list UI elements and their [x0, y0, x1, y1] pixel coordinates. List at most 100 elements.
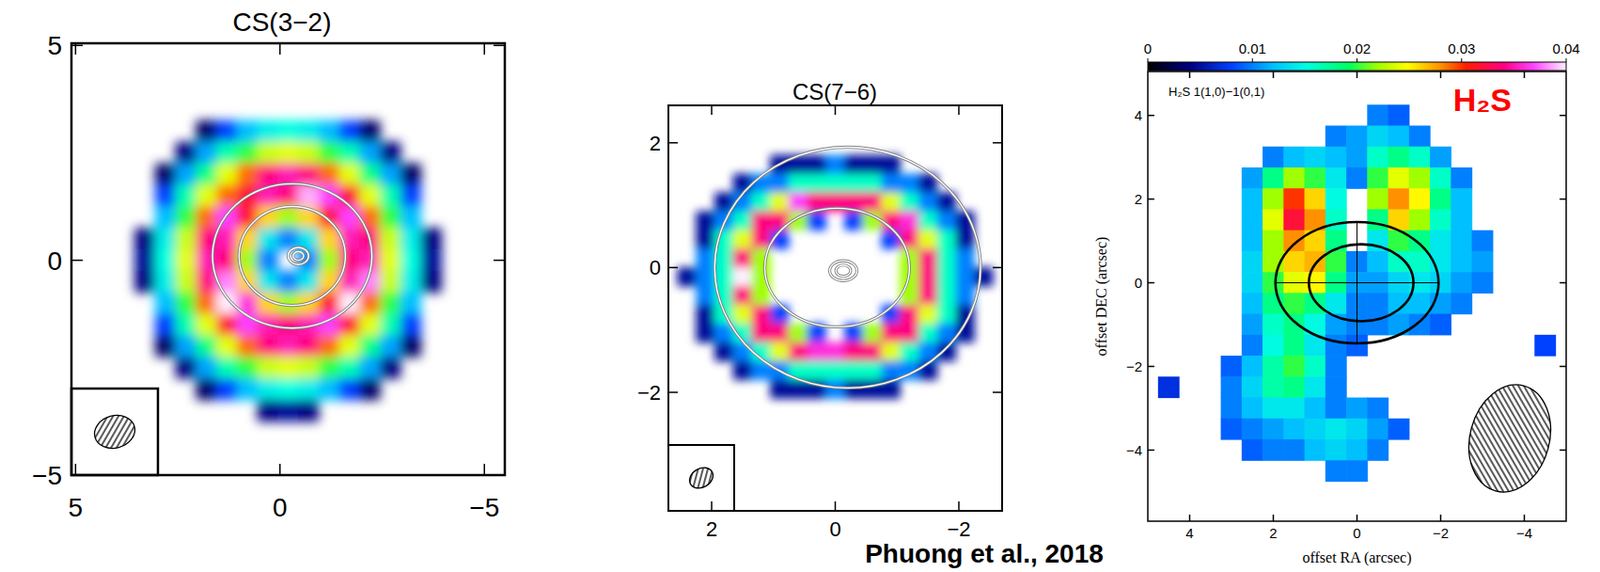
cell [1450, 167, 1473, 189]
cell [216, 184, 237, 206]
y-tick [1147, 114, 1155, 117]
cell [918, 285, 938, 305]
cell [733, 285, 753, 305]
cell [1325, 146, 1348, 169]
cell [236, 377, 258, 400]
cell [400, 313, 422, 335]
cell [1366, 397, 1389, 420]
cell [339, 184, 361, 206]
cell [379, 334, 401, 357]
cell [257, 270, 279, 293]
cell [1241, 271, 1264, 294]
cell [277, 120, 299, 142]
cell [277, 377, 299, 400]
cell [1366, 439, 1389, 461]
cell [1325, 439, 1348, 461]
cell [807, 360, 827, 380]
cell [379, 227, 401, 250]
colorbar-tick [1566, 58, 1568, 63]
cell [1241, 250, 1264, 273]
cell [1409, 146, 1431, 169]
cell [1450, 250, 1473, 273]
y-tick [493, 473, 505, 476]
plot-area [134, 120, 442, 422]
cell [318, 227, 340, 250]
ellipses [1275, 221, 1440, 344]
x-tick-label: 2 [705, 517, 718, 541]
cell [1346, 459, 1368, 482]
cell [195, 184, 217, 206]
cell [1346, 125, 1368, 148]
cell [318, 120, 340, 142]
cell [175, 313, 197, 335]
cell [881, 323, 901, 343]
cell [1325, 125, 1348, 148]
cell [825, 360, 845, 380]
cell [733, 248, 753, 267]
cell [1241, 188, 1264, 210]
cell [769, 210, 789, 230]
x-tick [75, 463, 78, 475]
x-tick-label: 5 [68, 492, 84, 522]
cell [277, 205, 299, 228]
cell [1241, 167, 1264, 189]
cell [277, 399, 299, 422]
x-tick [834, 501, 837, 511]
cell [175, 163, 197, 186]
cell [1283, 334, 1305, 357]
y-tick-label: 0 [1134, 274, 1143, 291]
cell [257, 334, 279, 357]
frame [71, 43, 505, 475]
ellipse [765, 207, 910, 327]
cell [339, 249, 361, 271]
x-tick [834, 105, 837, 115]
y-tick [668, 391, 678, 393]
cell [1366, 188, 1389, 210]
ellipse [1275, 221, 1440, 344]
cell [216, 141, 237, 164]
x-tick [957, 105, 960, 115]
cell [1388, 188, 1411, 210]
beam [686, 463, 718, 492]
cell [1241, 292, 1264, 314]
plot-bg [71, 43, 505, 475]
cell [1429, 188, 1452, 210]
y-tick-label: 2 [649, 131, 661, 156]
cell [400, 292, 422, 314]
cell [195, 313, 217, 335]
cell [769, 304, 789, 324]
cell [937, 342, 957, 361]
cell [216, 163, 237, 186]
cell [1388, 418, 1411, 440]
y-tick [1147, 365, 1155, 368]
cell [1366, 125, 1389, 148]
cell [1450, 271, 1473, 294]
cell [359, 292, 380, 314]
cell [298, 356, 319, 378]
cell [1366, 250, 1389, 273]
cell [695, 323, 715, 343]
x-tick [484, 43, 487, 55]
x-tick-label: 2 [1269, 524, 1277, 541]
cell [339, 120, 361, 142]
cell [298, 270, 319, 293]
ellipse-outline [765, 207, 910, 327]
cell [862, 155, 882, 174]
y-tick [992, 391, 1003, 393]
cell [257, 249, 279, 271]
colorbar-tick-label: 0.01 [1239, 40, 1267, 57]
cell [899, 210, 919, 230]
cell [359, 377, 380, 400]
cell [807, 342, 827, 361]
cell [195, 292, 217, 314]
x-tick-label: −5 [469, 492, 500, 522]
ellipse-outline [238, 206, 346, 306]
cell [1429, 167, 1452, 189]
cell [1346, 167, 1368, 189]
ellipse [212, 183, 373, 328]
cell [788, 192, 808, 212]
cell [862, 323, 882, 343]
cell [175, 356, 197, 378]
cell [1325, 334, 1348, 357]
cell [155, 270, 176, 293]
